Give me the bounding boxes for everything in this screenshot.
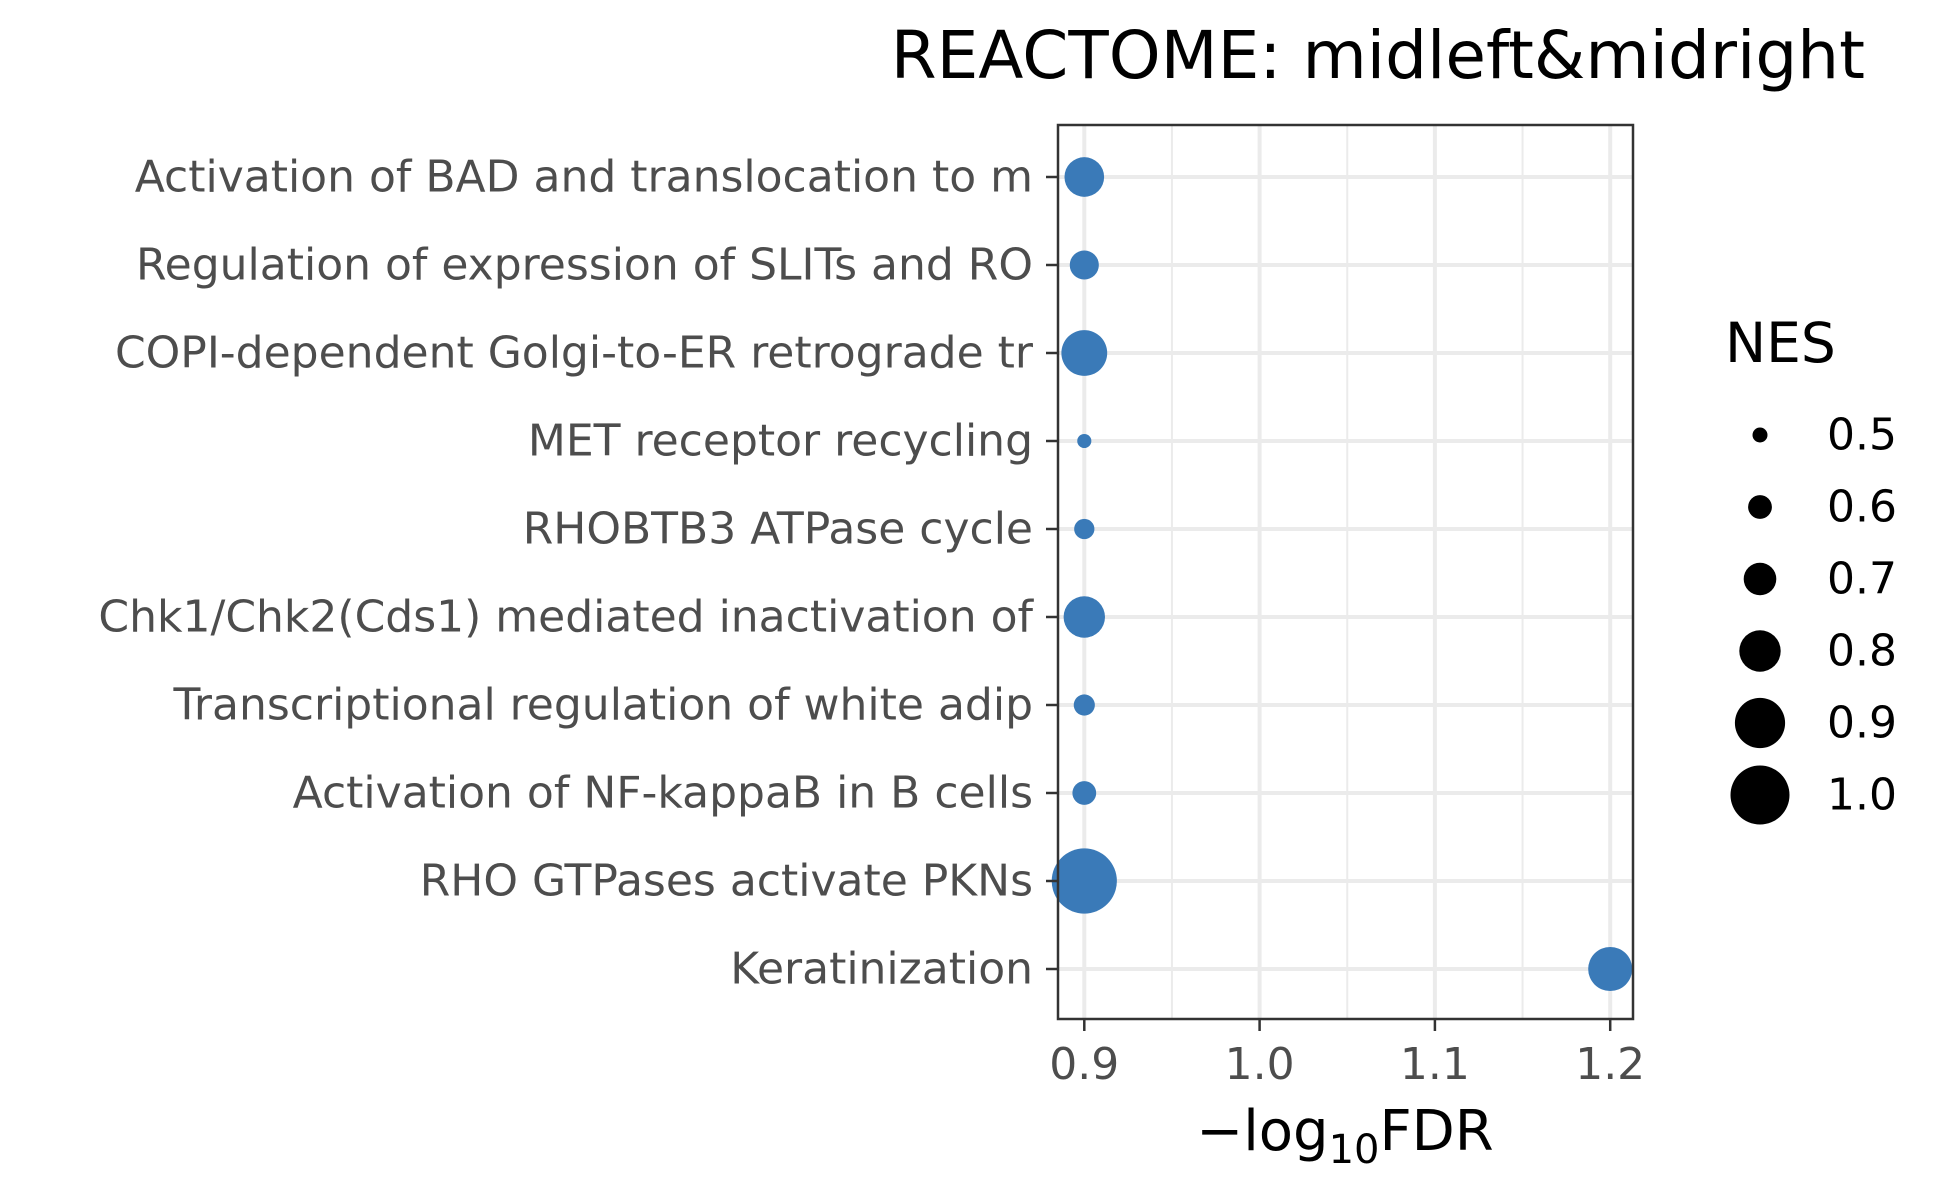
legend-title: NES [1725, 311, 1836, 375]
x-tick-label: 1.2 [1575, 1039, 1645, 1090]
data-point [1061, 330, 1108, 376]
legend-label: 1.0 [1827, 770, 1897, 821]
y-tick-label: Regulation of expression of SLITs and RO [136, 240, 1033, 291]
legend-key [1734, 697, 1786, 749]
y-tick-label: Chk1/Chk2(Cds1) mediated inactivation of [98, 592, 1034, 643]
data-point [1074, 518, 1095, 540]
data-points [1051, 157, 1633, 992]
y-tick-label: RHO GTPases activate PKNs [420, 856, 1033, 907]
legend-key [1748, 495, 1772, 519]
panel-border [1056, 123, 1635, 1021]
y-axis: Activation of BAD and translocation to m… [98, 152, 1058, 995]
legend-label: 0.7 [1827, 554, 1897, 605]
x-tick-label: 1.1 [1400, 1039, 1470, 1090]
x-axis-title-subscript: 10 [1329, 1127, 1380, 1173]
x-tick-label: 0.9 [1049, 1039, 1119, 1090]
x-axis: 0.9 1.0 1.1 1.2 [1049, 1019, 1645, 1090]
legend: NES 0.5 0.6 0.7 0.8 0.9 1.0 [1725, 311, 1897, 825]
x-axis-title-prefix: −log [1196, 1099, 1328, 1164]
legend-label: 0.9 [1827, 698, 1897, 749]
gridlines [1058, 125, 1633, 1019]
legend-label: 0.6 [1827, 482, 1897, 533]
data-point [1069, 250, 1099, 280]
chart-title: REACTOME: midleft&midright [891, 17, 1865, 94]
y-tick-label: RHOBTB3 ATPase cycle [523, 504, 1033, 555]
legend-label: 0.5 [1827, 410, 1897, 461]
data-point [1064, 157, 1105, 197]
data-point [1051, 848, 1117, 914]
y-tick-label: COPI-dependent Golgi-to-ER retrograde tr [115, 328, 1034, 379]
legend-key [1743, 562, 1777, 596]
legend-key [1739, 630, 1781, 672]
y-tick-label: Transcriptional regulation of white adip [173, 680, 1033, 731]
data-point [1588, 946, 1633, 992]
y-tick-label: MET receptor recycling [528, 416, 1033, 467]
x-axis-title: −log10FDR [1196, 1099, 1493, 1173]
x-axis-title-suffix: FDR [1379, 1099, 1493, 1164]
data-point [1073, 694, 1095, 716]
y-tick-label: Activation of BAD and translocation to m [135, 152, 1033, 203]
legend-key [1752, 427, 1768, 443]
y-tick-label: Activation of NF-kappaB in B cells [293, 768, 1033, 819]
data-point [1077, 433, 1092, 449]
x-tick-label: 1.0 [1225, 1039, 1295, 1090]
y-tick-label: Keratinization [730, 944, 1033, 995]
data-point [1063, 596, 1105, 638]
legend-key [1730, 765, 1790, 825]
legend-label: 0.8 [1827, 626, 1897, 677]
data-point [1072, 781, 1097, 805]
